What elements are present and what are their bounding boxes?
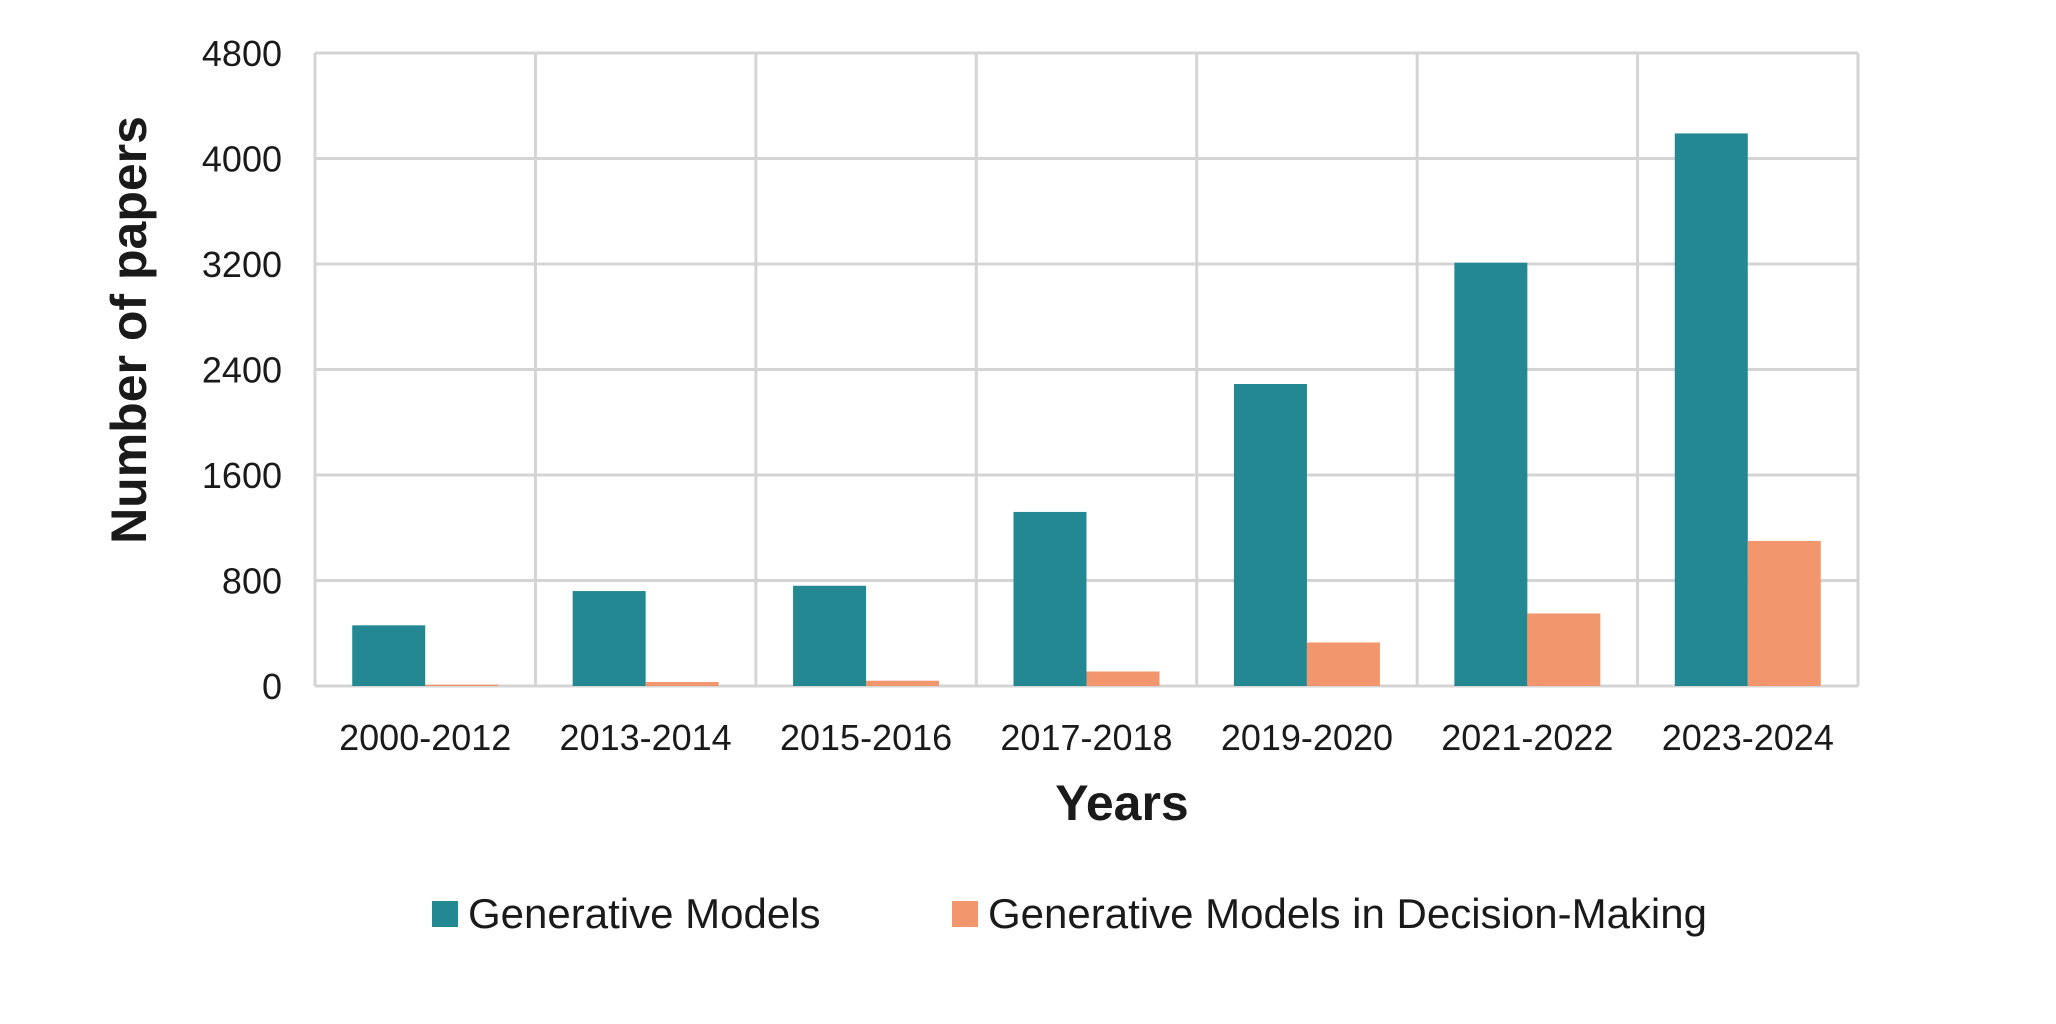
- x-tick-label: 2017-2018: [1000, 717, 1172, 758]
- x-tick-label: 2023-2024: [1662, 717, 1834, 758]
- legend-label: Generative Models: [468, 890, 821, 937]
- bar-generative-models-decision-making-2013-2014: [645, 682, 719, 686]
- bar-generative-models-2021-2022: [1454, 262, 1528, 686]
- bar-generative-models-2019-2020: [1233, 384, 1307, 686]
- bar-generative-models-2015-2016: [793, 585, 867, 686]
- y-tick-labels: 0 800 1600 2400 3200 4000 4800: [202, 33, 282, 707]
- x-tick-label: 2000-2012: [339, 717, 511, 758]
- y-axis-title: Number of papers: [101, 116, 157, 544]
- bar-generative-models-2000-2012: [352, 625, 426, 686]
- legend: Generative Models Generative Models in De…: [432, 890, 1707, 937]
- grid-lines: [313, 51, 1860, 688]
- x-axis-title: Years: [1055, 775, 1188, 831]
- bar-generative-models-decision-making-2015-2016: [866, 680, 940, 686]
- bars: [352, 133, 1821, 687]
- legend-swatch: [952, 901, 978, 927]
- bar-generative-models-decision-making-2017-2018: [1086, 671, 1160, 686]
- y-tick-label: 1600: [202, 455, 282, 496]
- bar-generative-models-2023-2024: [1674, 133, 1748, 687]
- y-tick-label: 4000: [202, 139, 282, 180]
- x-tick-label: 2021-2022: [1441, 717, 1613, 758]
- legend-label: Generative Models in Decision-Making: [988, 890, 1707, 937]
- bar-generative-models-decision-making-2019-2020: [1306, 642, 1380, 686]
- y-tick-label: 800: [222, 561, 282, 602]
- bar-generative-models-2013-2014: [572, 591, 646, 686]
- y-tick-label: 4800: [202, 33, 282, 74]
- x-tick-labels: 2000-2012 2013-2014 2015-2016 2017-2018 2019…: [339, 717, 1834, 758]
- bar-generative-models-decision-making-2000-2012: [425, 684, 499, 686]
- x-tick-label: 2013-2014: [560, 717, 732, 758]
- x-tick-label: 2019-2020: [1221, 717, 1393, 758]
- y-tick-label: 2400: [202, 350, 282, 391]
- bar-generative-models-decision-making-2023-2024: [1747, 540, 1821, 686]
- legend-swatch: [432, 901, 458, 927]
- y-tick-label: 0: [262, 666, 282, 707]
- bar-generative-models-2017-2018: [1013, 511, 1087, 686]
- bar-generative-models-decision-making-2021-2022: [1527, 613, 1601, 686]
- x-tick-label: 2015-2016: [780, 717, 952, 758]
- y-tick-label: 3200: [202, 244, 282, 285]
